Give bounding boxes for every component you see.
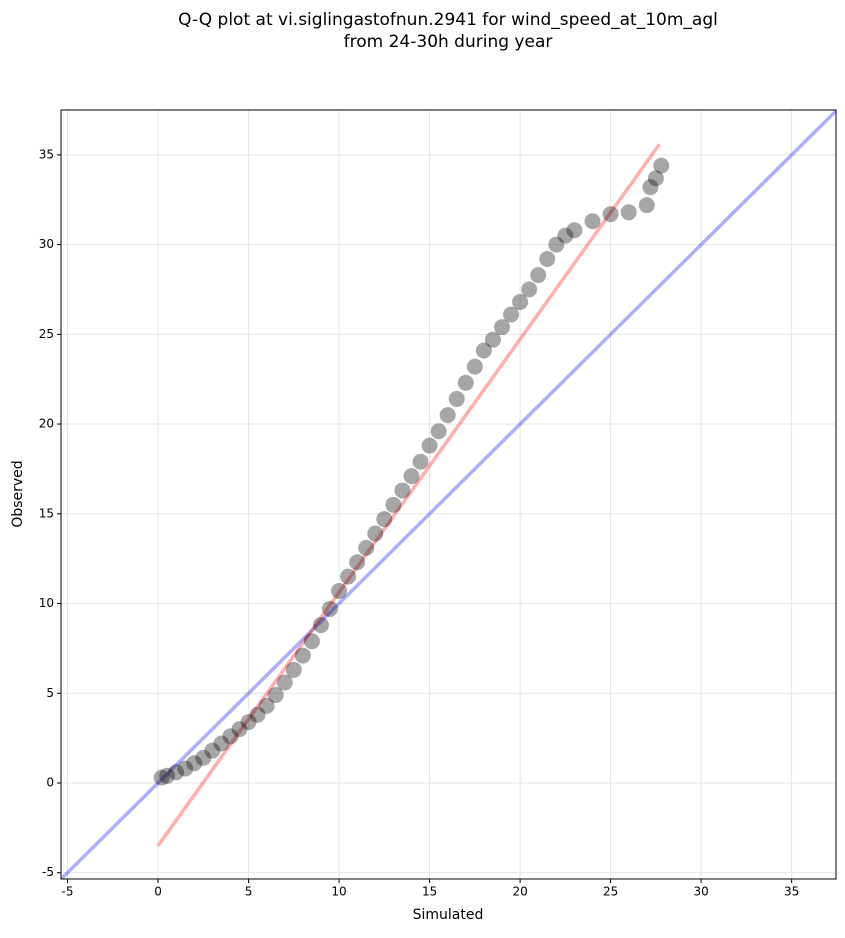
- point: [168, 764, 185, 781]
- point: [303, 633, 320, 650]
- point: [653, 157, 670, 174]
- chart-title: Q-Q plot at vi.siglingastofnun.2941 for …: [178, 10, 718, 30]
- point: [466, 358, 483, 375]
- y-tick-label: 25: [39, 327, 54, 341]
- point: [222, 728, 239, 745]
- point: [394, 482, 411, 499]
- point: [195, 749, 212, 766]
- point: [240, 713, 257, 730]
- x-tick-label: 5: [245, 885, 253, 899]
- x-tick-label: 10: [331, 885, 346, 899]
- point: [294, 647, 311, 664]
- point: [642, 179, 659, 196]
- point: [376, 511, 393, 528]
- y-axis-label: Observed: [10, 460, 26, 527]
- y-tick-label: 35: [39, 147, 54, 161]
- point: [159, 767, 176, 784]
- point: [322, 600, 339, 617]
- y-tick-label: 5: [46, 686, 54, 700]
- x-tick-label: 35: [784, 885, 799, 899]
- point: [367, 525, 384, 542]
- point: [557, 227, 574, 244]
- y-tick-label: 30: [39, 237, 54, 251]
- point: [412, 453, 429, 470]
- point: [231, 721, 248, 738]
- point: [647, 170, 664, 187]
- x-tick-label: -5: [62, 885, 74, 899]
- point: [340, 568, 357, 585]
- point: [548, 236, 565, 253]
- point: [521, 281, 538, 298]
- point: [439, 407, 456, 424]
- point: [448, 390, 465, 407]
- point: [620, 204, 637, 221]
- y-tick-label: 0: [46, 775, 54, 789]
- point: [584, 213, 601, 230]
- point: [276, 674, 293, 691]
- point: [153, 769, 170, 786]
- point: [530, 267, 547, 284]
- point: [213, 735, 230, 752]
- point: [204, 742, 221, 759]
- point: [331, 582, 348, 599]
- y-tick-label: -5: [42, 865, 54, 879]
- point: [421, 437, 438, 454]
- point: [503, 306, 520, 323]
- point: [249, 706, 266, 723]
- x-tick-label: 25: [603, 885, 618, 899]
- point: [349, 554, 366, 571]
- reference-line: [61, 110, 836, 879]
- point: [267, 687, 284, 704]
- point: [493, 319, 510, 336]
- point: [484, 331, 501, 348]
- point: [539, 250, 556, 267]
- point: [403, 468, 420, 485]
- point: [358, 539, 375, 556]
- point: [186, 755, 203, 772]
- point: [258, 697, 275, 714]
- point: [177, 760, 194, 777]
- point: [385, 496, 402, 513]
- point: [457, 374, 474, 391]
- chart-title: from 24-30h during year: [344, 32, 553, 52]
- y-tick-label: 10: [39, 596, 54, 610]
- y-tick-label: 15: [39, 506, 54, 520]
- x-tick-label: 15: [422, 885, 437, 899]
- point: [512, 294, 529, 311]
- point: [285, 661, 302, 678]
- x-axis-label: Simulated: [413, 907, 484, 923]
- point: [602, 206, 619, 223]
- point: [566, 222, 583, 239]
- point: [638, 197, 655, 214]
- point: [475, 342, 492, 359]
- x-tick-label: 20: [512, 885, 527, 899]
- x-tick-label: 0: [154, 885, 162, 899]
- plot-area: [61, 110, 836, 879]
- reference-line: [156, 143, 661, 847]
- point: [430, 423, 447, 440]
- x-tick-label: 30: [693, 885, 708, 899]
- point: [312, 617, 329, 634]
- y-tick-label: 20: [39, 417, 54, 431]
- plot-frame: [60, 109, 837, 880]
